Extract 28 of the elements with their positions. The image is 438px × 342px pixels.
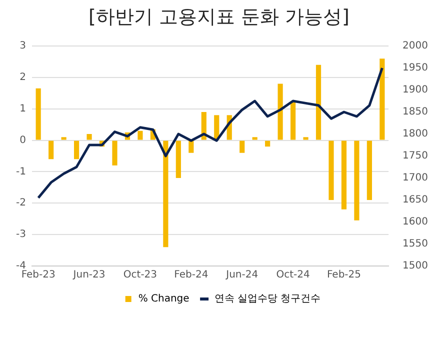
y-tick-label: -3 <box>16 229 26 240</box>
y-tick-label: -1 <box>16 166 26 178</box>
legend-label: % Change <box>138 294 190 305</box>
y2-tick-label: 1850 <box>402 106 428 118</box>
y2-tick-label: 1750 <box>402 150 428 162</box>
x-tick-label: Oct-23 <box>123 270 158 281</box>
y2-tick-label: 2000 <box>402 40 428 52</box>
x-tick-label: Oct-24 <box>276 270 310 281</box>
y-tick-label: 0 <box>20 134 26 146</box>
y2-tick-label: 1500 <box>402 260 428 272</box>
y2-tick-label: 1800 <box>402 128 428 140</box>
x-tick-label: Feb-25 <box>326 270 361 281</box>
y2-tick-label: 1650 <box>402 194 428 206</box>
y2-tick-label: 1550 <box>402 238 428 250</box>
chart-title: [하반기 고용지표 둔화 가능성] <box>88 5 350 30</box>
y2-tick-label: 1900 <box>402 84 428 96</box>
x-tick-label: Feb-24 <box>174 270 208 281</box>
x-tick-label: Feb-23 <box>21 270 56 281</box>
y-tick-label: -2 <box>16 198 26 209</box>
x-tick-label: Jun-24 <box>225 270 258 281</box>
y-tick-label: 3 <box>20 40 26 52</box>
x-tick-label: Jun-23 <box>72 270 106 281</box>
y-tick-label: 2 <box>20 72 26 84</box>
y-tick-label: 1 <box>20 103 26 114</box>
y2-tick-label: 1600 <box>402 216 428 228</box>
legend-label: 연속 실업수당 청구건수 <box>214 294 321 305</box>
y2-tick-label: 1950 <box>402 62 428 74</box>
y2-tick-label: 1700 <box>402 172 428 184</box>
